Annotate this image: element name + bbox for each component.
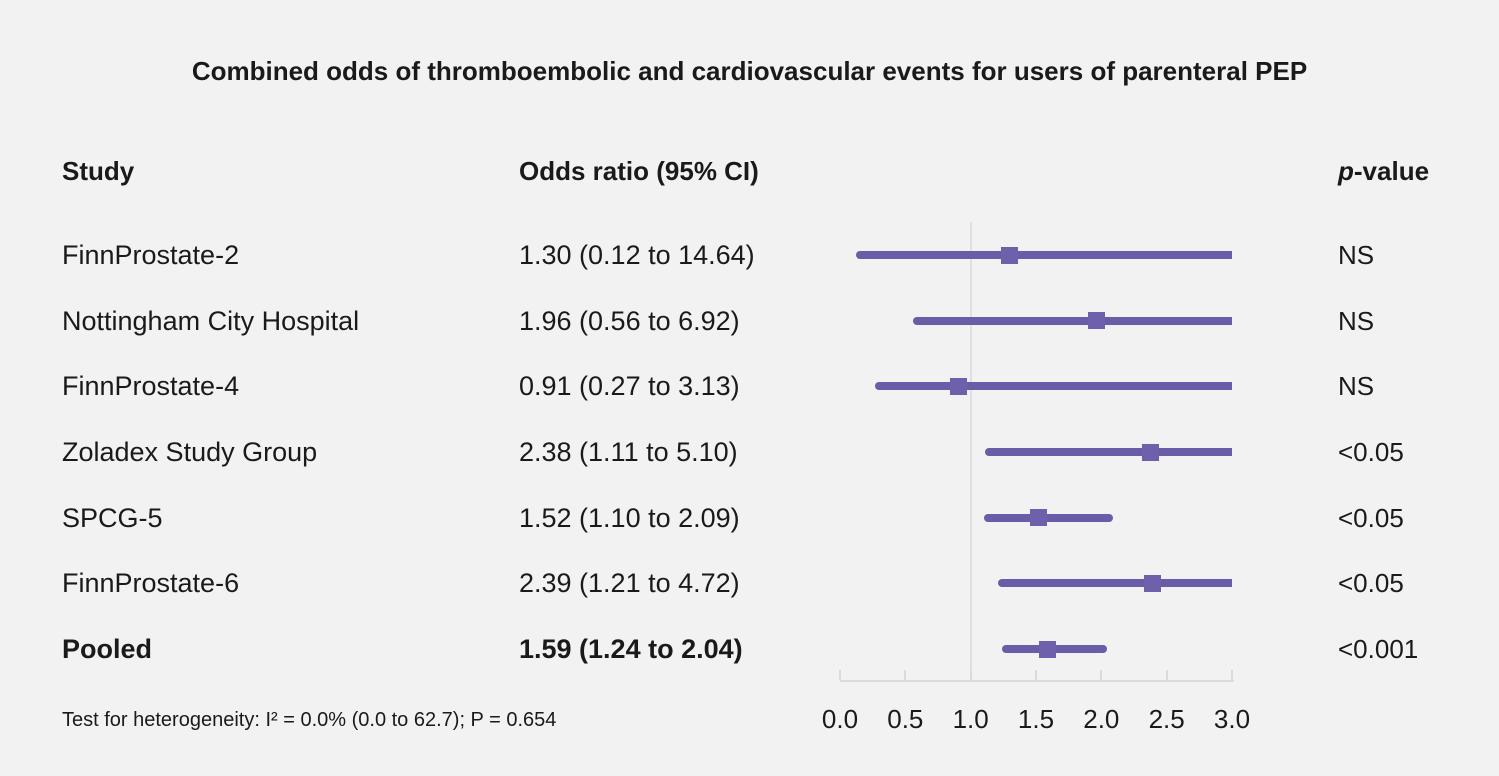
odds-ratio-marker: [1030, 509, 1048, 527]
p-value-text: NS: [1338, 240, 1375, 270]
odds-ratio-marker: [1143, 574, 1161, 592]
confidence-interval-line: [985, 448, 1232, 456]
odds-ratio-marker: [1001, 246, 1019, 264]
x-axis-tick: [1231, 670, 1233, 680]
x-axis-tick: [839, 670, 841, 680]
x-axis-tick: [1165, 670, 1168, 680]
odds-ratio-text: 1.59 (1.24 to 2.04): [519, 634, 743, 665]
study-label: FinnProstate-6: [62, 568, 240, 599]
x-axis-tick-label: 3.0: [1213, 704, 1251, 734]
x-axis-tick-label: 2.5: [1148, 704, 1185, 734]
p-value-text: <0.05: [1338, 568, 1404, 599]
confidence-interval-line: [998, 579, 1232, 588]
odds-ratio-text: 1.52 (1.10 to 2.09): [519, 502, 740, 533]
odds-ratio-text: 2.38 (1.11 to 5.10): [519, 437, 738, 467]
confidence-interval-line: [913, 316, 1232, 325]
x-axis-tick-label: 0.5: [887, 704, 924, 734]
study-label: FinnProstate-4: [62, 371, 240, 402]
x-axis-tick: [1035, 670, 1037, 680]
study-label: FinnProstate-2: [62, 240, 240, 270]
odds-ratio-marker: [1039, 640, 1057, 658]
reference-line: [969, 222, 972, 680]
confidence-interval-line: [875, 382, 1232, 391]
x-axis-tick: [969, 670, 972, 680]
heterogeneity-footnote: Test for heterogeneity: I² = 0.0% (0.0 t…: [62, 709, 557, 731]
x-axis-tick: [1100, 670, 1103, 680]
p-value-text: <0.05: [1338, 502, 1404, 533]
p-value-text: NS: [1338, 371, 1375, 402]
p-value-text: <0.001: [1338, 634, 1419, 665]
odds-ratio-text: 2.39 (1.21 to 4.72): [519, 568, 740, 599]
odds-ratio-marker: [1142, 443, 1160, 461]
x-axis-tick: [904, 670, 907, 680]
p-value-header-suffix: -value: [1353, 156, 1430, 186]
p-value-text: <0.05: [1338, 437, 1404, 467]
x-axis-tick-label: 2.0: [1083, 704, 1120, 734]
chart-title: Combined odds of thromboembolic and card…: [191, 56, 1308, 86]
odds-ratio-marker: [950, 377, 968, 395]
study-label: Pooled: [62, 634, 153, 665]
confidence-interval-line: [983, 513, 1114, 522]
odds-ratio-text: 0.91 (0.27 to 3.13): [519, 371, 740, 402]
study-label: Nottingham City Hospital: [62, 305, 360, 336]
column-header-odds-ratio: Odds ratio (95% CI): [519, 156, 759, 186]
p-value-text: NS: [1338, 305, 1375, 336]
column-header-p-value: p-value: [1338, 157, 1429, 186]
x-axis-line: [840, 680, 1234, 682]
x-axis-tick-label: 1.5: [1017, 704, 1055, 734]
confidence-interval-line: [855, 251, 1232, 259]
odds-ratio-marker: [1087, 312, 1105, 330]
study-label: Zoladex Study Group: [62, 437, 318, 467]
odds-ratio-text: 1.96 (0.56 to 6.92): [519, 305, 740, 336]
x-axis-tick-label: 0.0: [821, 704, 859, 734]
odds-ratio-text: 1.30 (0.12 to 14.64): [519, 240, 755, 270]
study-label: SPCG-5: [62, 502, 163, 533]
x-axis-tick-label: 1.0: [952, 704, 989, 734]
p-value-header-p: p: [1338, 156, 1354, 186]
column-header-study: Study: [62, 156, 135, 186]
